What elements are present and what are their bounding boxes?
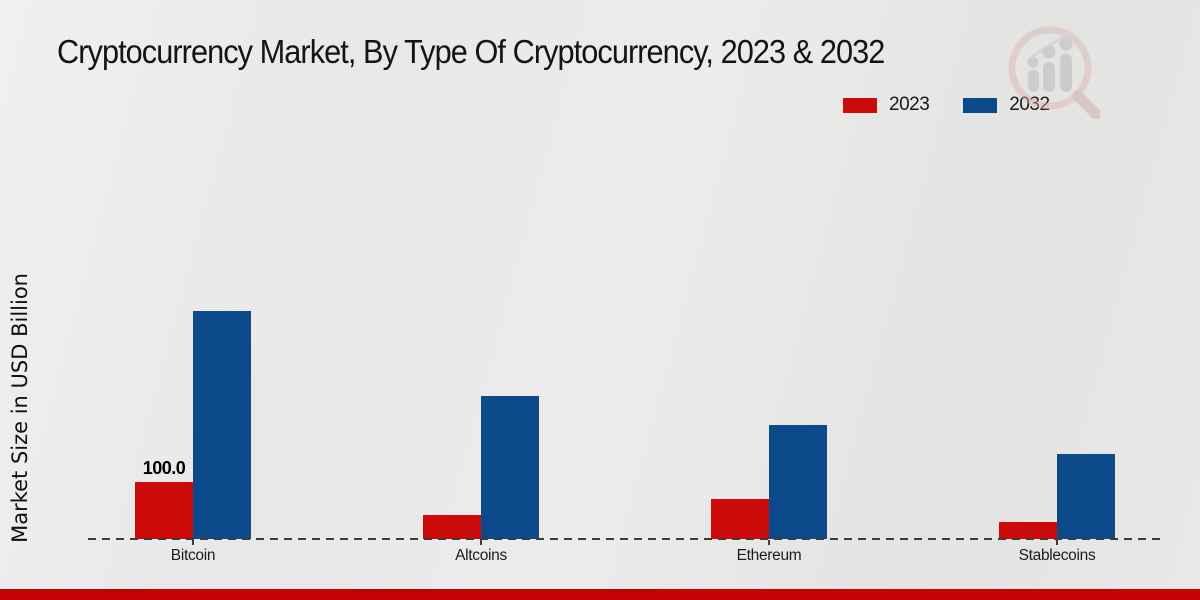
category-label-ethereum: Ethereum	[736, 547, 802, 564]
x-axis-tick	[480, 540, 482, 545]
x-axis-tick	[192, 540, 194, 545]
x-axis-dashed-line	[88, 538, 1163, 540]
bar-stablecoins-2032	[1057, 454, 1115, 539]
legend-swatch-2023-icon	[843, 97, 877, 113]
legend-label-2032: 2032	[1009, 94, 1050, 115]
legend-swatch-2032-icon	[963, 97, 998, 113]
y-axis-label: Market Size in USD Billion	[8, 272, 32, 543]
legend-label-2023: 2023	[889, 94, 930, 115]
chart-title: Cryptocurrency Market, By Type Of Crypto…	[57, 33, 885, 70]
legend-item-2032: 2032	[963, 94, 1050, 116]
bar-altcoins-2023	[423, 515, 481, 539]
bar-ethereum-2023	[711, 499, 769, 539]
category-label-bitcoin: Bitcoin	[170, 547, 216, 564]
bar-stablecoins-2023	[999, 522, 1057, 539]
bar-bitcoin-2023	[135, 482, 193, 539]
legend-item-2023: 2023	[843, 94, 930, 116]
category-label-stablecoins: Stablecoins	[1018, 547, 1096, 564]
bar-bitcoin-2032	[193, 311, 251, 539]
x-axis-tick	[768, 540, 770, 545]
bar-altcoins-2032	[481, 396, 539, 539]
category-label-altcoins: Altcoins	[455, 547, 507, 564]
bar-ethereum-2032	[769, 425, 827, 539]
footer-red-strip	[0, 589, 1200, 600]
watermark-logo-icon	[1008, 26, 1100, 119]
legend: 2023 2032	[843, 94, 1050, 116]
bar-value-label: 100.0	[142, 458, 186, 478]
x-axis-tick	[1056, 540, 1058, 545]
